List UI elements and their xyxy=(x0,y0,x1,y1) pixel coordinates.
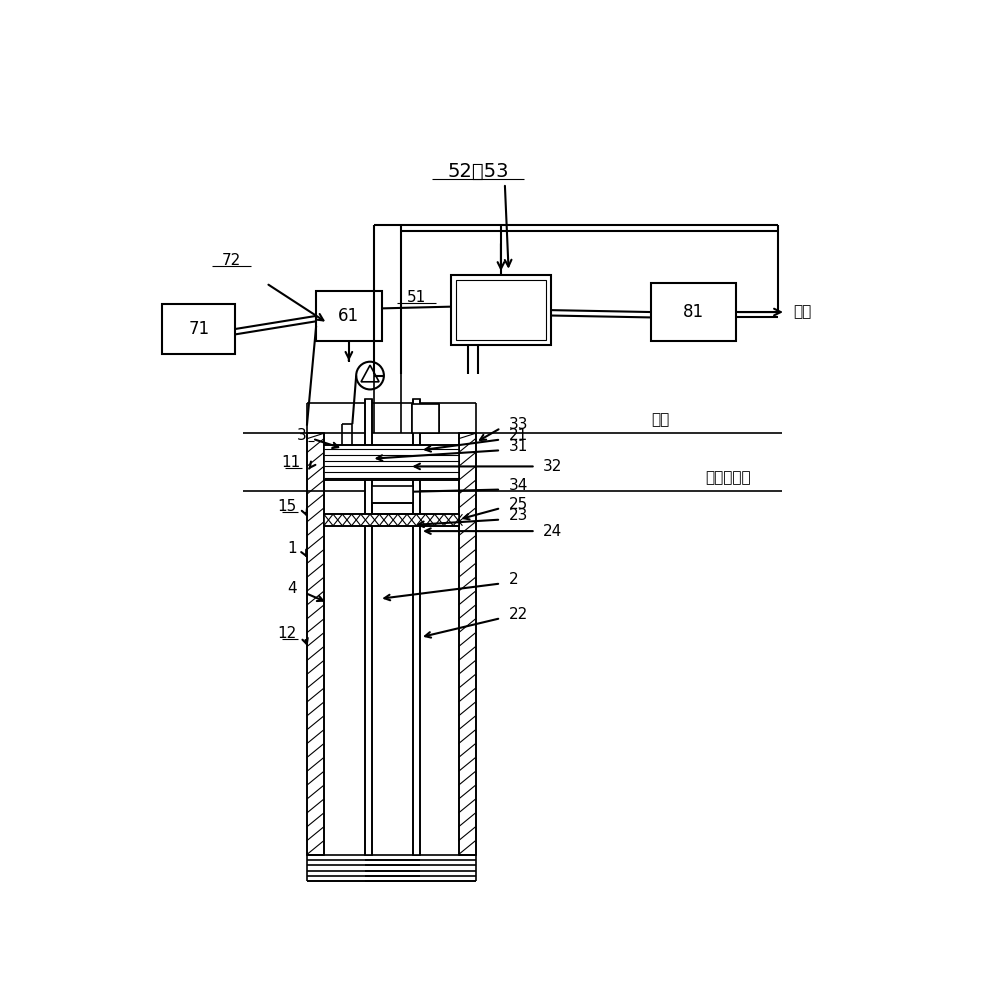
Text: 11: 11 xyxy=(282,455,301,470)
Text: 32: 32 xyxy=(543,459,563,474)
Bar xyxy=(456,280,546,341)
Text: 23: 23 xyxy=(509,508,528,523)
Bar xyxy=(372,486,413,502)
Bar xyxy=(412,404,439,433)
Bar xyxy=(651,283,736,341)
Text: 12: 12 xyxy=(278,626,297,641)
Text: 25: 25 xyxy=(509,496,528,511)
Text: 72: 72 xyxy=(222,252,241,267)
Bar xyxy=(324,445,459,480)
Text: 61: 61 xyxy=(338,307,359,325)
Text: 51: 51 xyxy=(407,290,426,305)
Text: 地面: 地面 xyxy=(651,412,669,427)
Text: 3: 3 xyxy=(296,428,306,443)
Bar xyxy=(307,433,324,855)
Bar xyxy=(162,304,235,355)
Bar xyxy=(324,514,459,525)
Text: 排放: 排放 xyxy=(794,305,812,320)
Text: 71: 71 xyxy=(188,320,209,338)
Text: 52、53: 52、53 xyxy=(447,162,509,181)
Text: 21: 21 xyxy=(509,428,528,443)
Text: 33: 33 xyxy=(509,417,528,432)
Text: 1: 1 xyxy=(287,541,297,556)
Bar xyxy=(413,398,420,855)
Bar xyxy=(459,433,476,855)
Text: 34: 34 xyxy=(509,479,528,494)
Text: 2: 2 xyxy=(509,572,518,587)
Bar xyxy=(365,398,372,855)
Text: 81: 81 xyxy=(683,303,704,321)
Bar xyxy=(316,291,382,341)
Text: 地下水水位: 地下水水位 xyxy=(705,470,751,485)
Text: 15: 15 xyxy=(278,498,297,514)
Text: 24: 24 xyxy=(543,523,563,538)
Text: 22: 22 xyxy=(509,607,528,622)
Bar xyxy=(451,275,551,345)
Text: 4: 4 xyxy=(287,581,297,597)
Text: 31: 31 xyxy=(509,439,528,454)
